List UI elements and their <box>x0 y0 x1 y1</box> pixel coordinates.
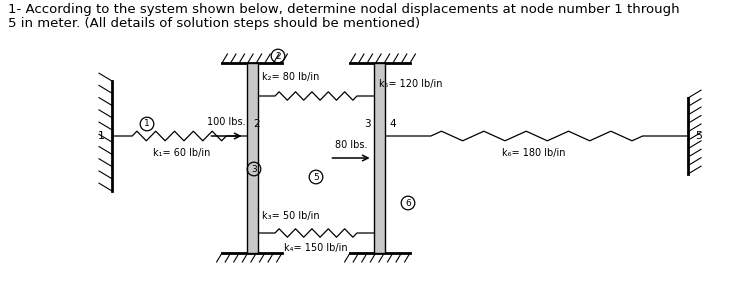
Text: 1- According to the system shown below, determine nodal displacements at node nu: 1- According to the system shown below, … <box>8 3 679 16</box>
Text: k₅= 120 lb/in: k₅= 120 lb/in <box>379 79 443 89</box>
Text: 2: 2 <box>253 119 259 129</box>
Text: 3: 3 <box>251 164 257 173</box>
Text: k₃= 50 lb/in: k₃= 50 lb/in <box>262 211 319 221</box>
Text: k₁= 60 lb/in: k₁= 60 lb/in <box>153 148 210 158</box>
Text: k₆= 180 lb/in: k₆= 180 lb/in <box>502 148 565 158</box>
Bar <box>247 63 258 253</box>
Text: 1: 1 <box>144 120 150 129</box>
Bar <box>374 63 385 253</box>
Text: 6: 6 <box>405 198 411 207</box>
Text: 80 lbs.: 80 lbs. <box>335 140 368 150</box>
Text: 2: 2 <box>275 52 281 61</box>
Text: 3: 3 <box>364 119 370 129</box>
Text: k₄= 150 lb/in: k₄= 150 lb/in <box>285 243 348 253</box>
Text: 100 lbs.: 100 lbs. <box>207 117 246 127</box>
Text: 5 in meter. (All details of solution steps should be mentioned): 5 in meter. (All details of solution ste… <box>8 17 420 30</box>
Text: 5: 5 <box>695 131 702 141</box>
Text: k₂= 80 lb/in: k₂= 80 lb/in <box>262 72 319 82</box>
Text: 5: 5 <box>313 173 319 182</box>
Text: 1: 1 <box>98 131 105 141</box>
Text: 4: 4 <box>390 119 396 129</box>
